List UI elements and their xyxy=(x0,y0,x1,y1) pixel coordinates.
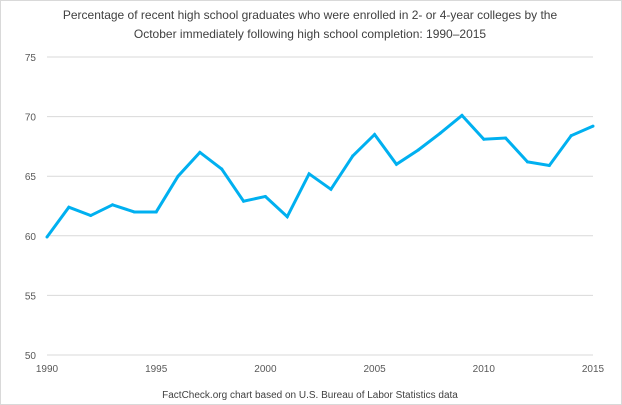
data-point xyxy=(67,205,71,209)
data-point xyxy=(329,187,333,191)
x-tick-label: 2010 xyxy=(473,364,496,375)
data-point xyxy=(525,160,529,164)
data-point xyxy=(307,172,311,176)
chart-title-line-2: October immediately following high schoo… xyxy=(134,27,487,41)
data-point xyxy=(569,134,573,138)
x-tick-label: 2005 xyxy=(363,364,386,375)
data-point xyxy=(351,154,355,158)
x-tick-label: 1990 xyxy=(36,364,59,375)
data-point xyxy=(132,210,136,214)
data-point xyxy=(394,162,398,166)
data-point xyxy=(198,150,202,154)
y-tick-label: 70 xyxy=(25,113,37,124)
data-point xyxy=(482,137,486,141)
x-tick-label: 2015 xyxy=(582,364,605,375)
data-point xyxy=(438,131,442,135)
data-point xyxy=(373,132,377,136)
chart-title-line-1: Percentage of recent high school graduat… xyxy=(63,8,558,22)
data-point xyxy=(154,210,158,214)
data-point xyxy=(416,148,420,152)
data-point xyxy=(111,203,115,207)
y-tick-label: 65 xyxy=(25,172,37,183)
y-tick-label: 75 xyxy=(25,53,37,64)
data-point xyxy=(504,136,508,140)
data-point xyxy=(242,199,246,203)
data-point xyxy=(263,194,267,198)
data-point xyxy=(591,124,595,128)
y-tick-label: 55 xyxy=(25,291,37,302)
x-tick-label: 2000 xyxy=(254,364,277,375)
data-point xyxy=(220,167,224,171)
y-tick-label: 50 xyxy=(25,351,37,362)
data-point xyxy=(460,113,464,117)
data-point xyxy=(89,214,93,218)
data-point xyxy=(285,215,289,219)
data-point xyxy=(176,174,180,178)
x-tick-label: 1995 xyxy=(145,364,168,375)
data-point xyxy=(547,163,551,167)
series-line xyxy=(45,113,594,238)
data-point xyxy=(45,235,49,239)
source-note: FactCheck.org chart based on U.S. Bureau… xyxy=(162,390,458,401)
y-tick-label: 60 xyxy=(25,232,37,243)
